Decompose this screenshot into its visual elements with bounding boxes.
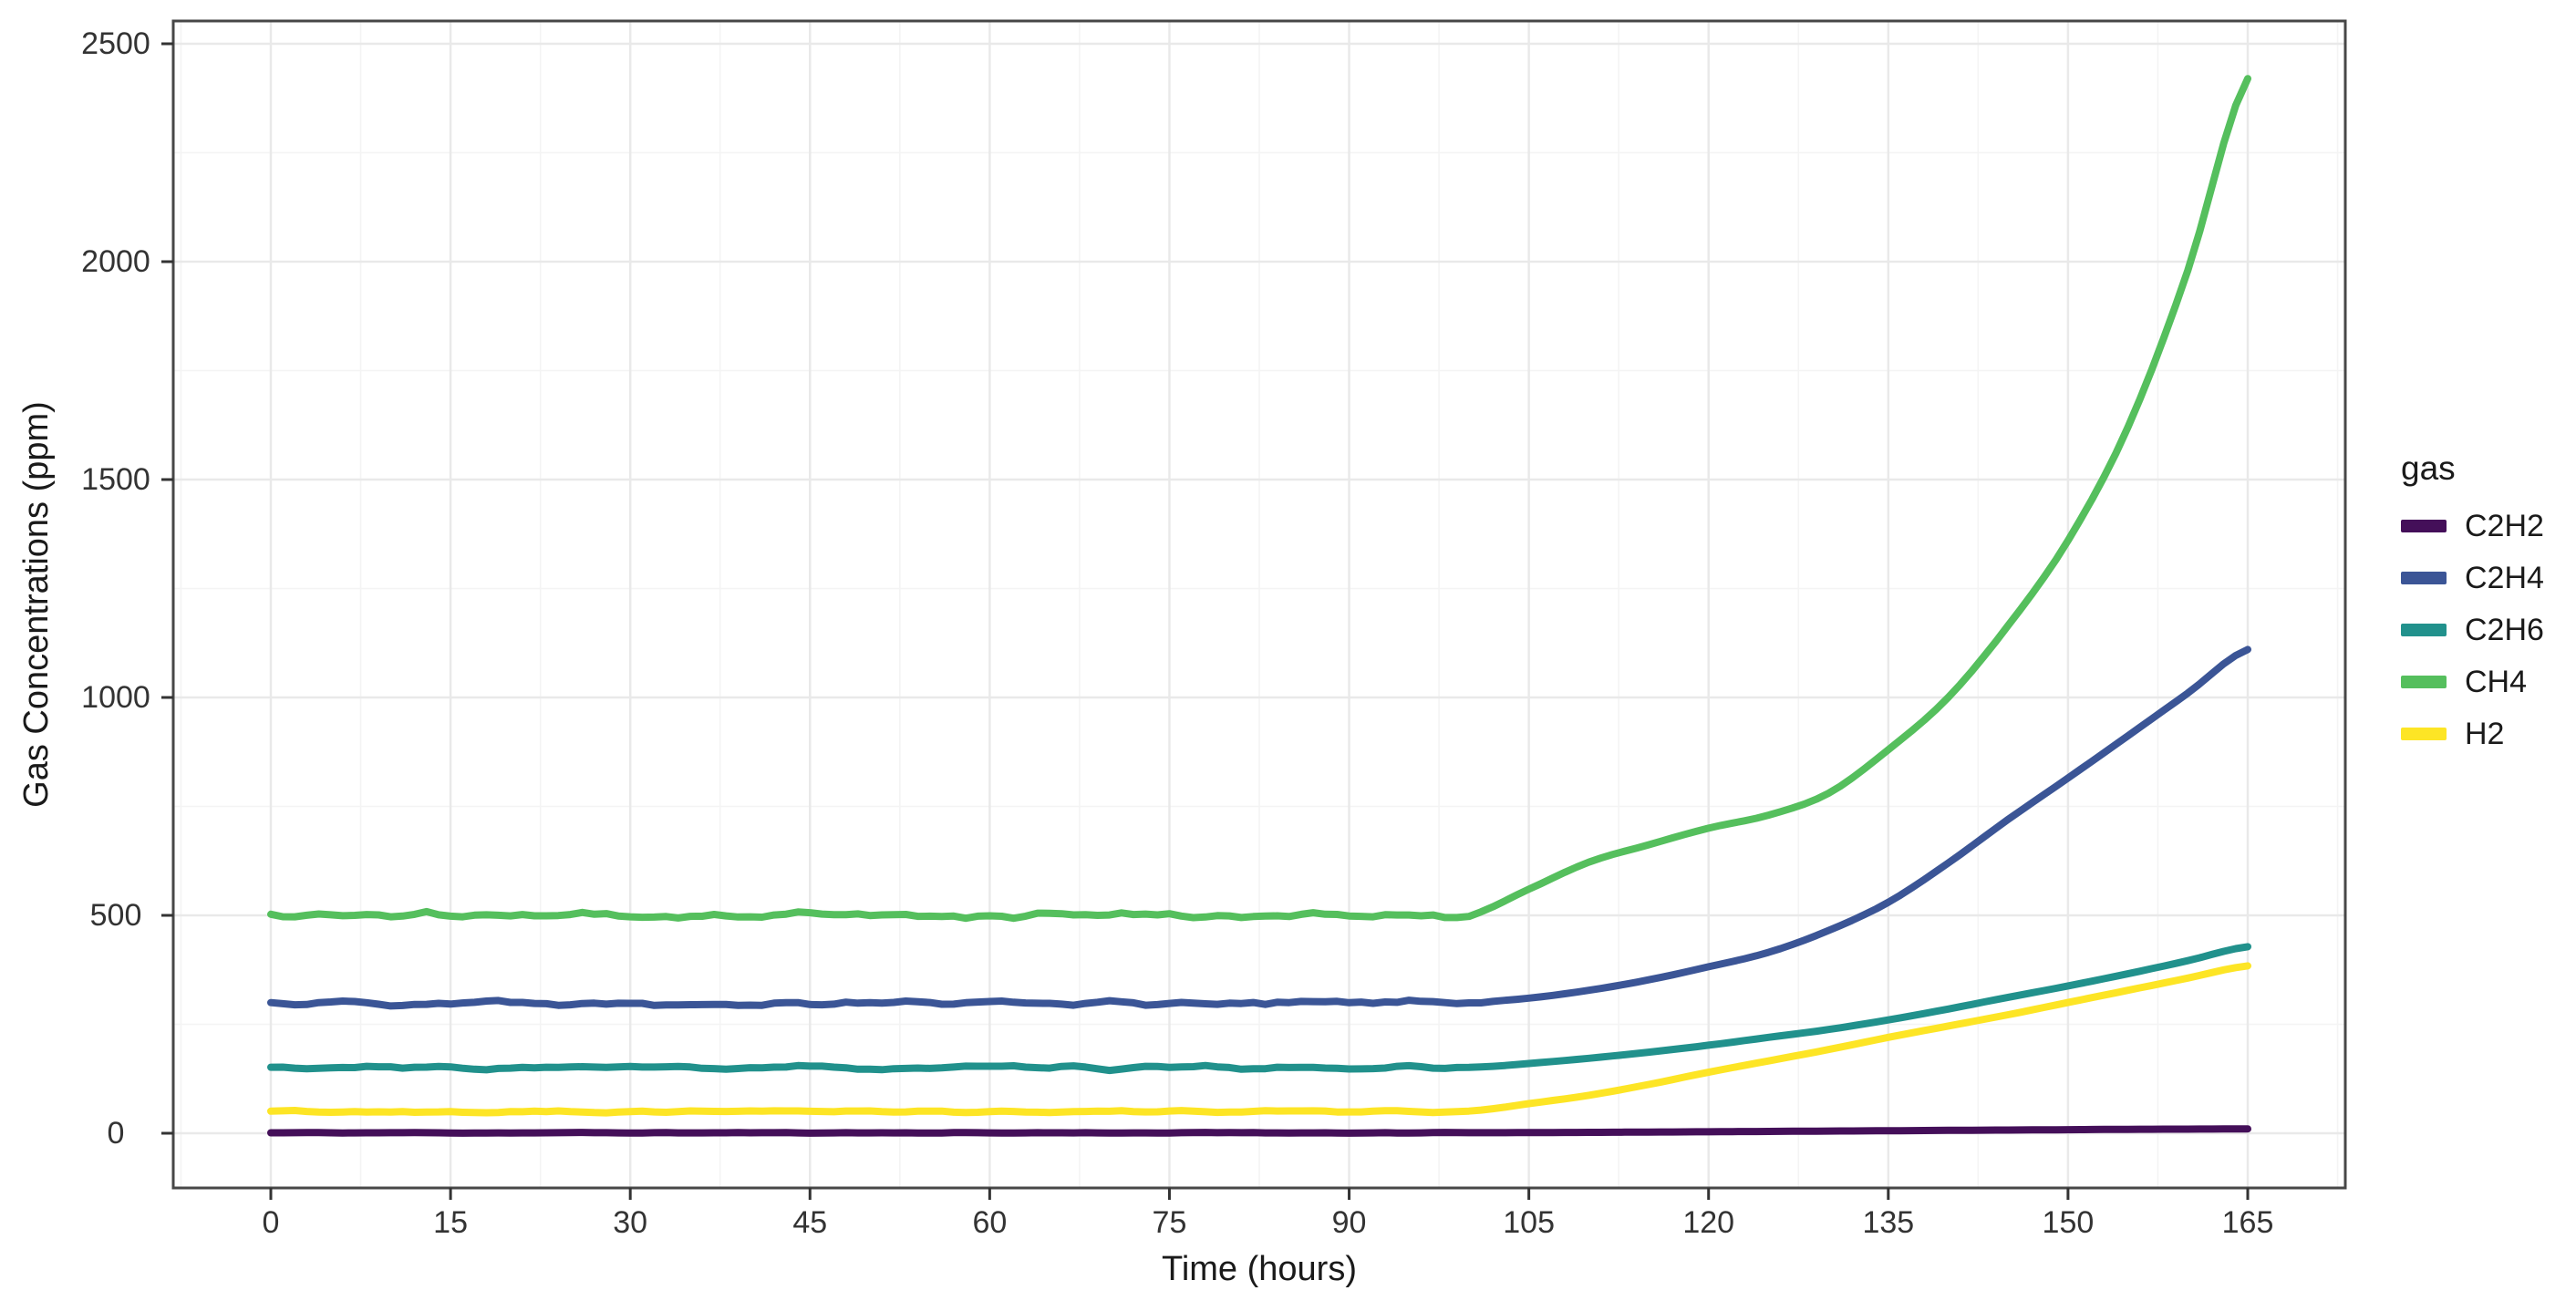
y-tick-label: 0 — [108, 1116, 125, 1151]
x-tick-label: 105 — [1503, 1205, 1555, 1240]
series-lines — [267, 75, 2251, 1137]
series-line-c2h2 — [267, 1125, 2251, 1137]
series-line-c2h6 — [267, 943, 2251, 1075]
legend-entry-ch4: CH4 — [2401, 665, 2527, 699]
y-tick-label: 1500 — [81, 462, 150, 497]
y-tick-label: 2500 — [81, 26, 150, 61]
legend-swatch-c2h4 — [2401, 572, 2447, 584]
legend-swatch-ch4 — [2401, 676, 2447, 688]
x-tick-label: 120 — [1682, 1205, 1734, 1240]
x-tick-label: 150 — [2043, 1205, 2095, 1240]
legend-label: C2H2 — [2465, 509, 2544, 543]
legend-label: C2H4 — [2465, 561, 2544, 595]
x-tick-label: 135 — [1862, 1205, 1914, 1240]
x-axis-tick-labels: 0 15 30 45 60 75 90 105 120 135 150 165 — [263, 1205, 2274, 1240]
y-axis-title: Gas Concentrations (ppm) — [17, 401, 56, 808]
legend-swatch-c2h6 — [2401, 624, 2447, 636]
legend-swatch-c2h2 — [2401, 520, 2447, 532]
legend-entry-h2: H2 — [2401, 717, 2504, 751]
x-tick-label: 165 — [2222, 1205, 2274, 1240]
x-tick-label: 30 — [613, 1205, 647, 1240]
legend-entry-c2h4: C2H4 — [2401, 561, 2544, 595]
x-tick-label: 90 — [1332, 1205, 1367, 1240]
x-tick-label: 45 — [792, 1205, 827, 1240]
legend-entries: C2H2 C2H4 C2H6 CH4 H2 — [2401, 509, 2544, 751]
series-line-h2 — [267, 962, 2251, 1117]
x-tick-label: 60 — [972, 1205, 1007, 1240]
legend-entry-c2h2: C2H2 — [2401, 509, 2544, 543]
axis-tick-marks — [161, 42, 2250, 1200]
legend-label: C2H6 — [2465, 613, 2544, 647]
y-axis-tick-labels: 0 500 1000 1500 2000 2500 — [81, 26, 150, 1151]
x-tick-label: 15 — [433, 1205, 468, 1240]
legend-entry-c2h6: C2H6 — [2401, 613, 2544, 647]
x-axis-title: Time (hours) — [1162, 1250, 1357, 1288]
legend-label: CH4 — [2465, 665, 2527, 699]
y-tick-label: 2000 — [81, 244, 150, 279]
x-tick-label: 0 — [263, 1205, 280, 1240]
legend-swatch-h2 — [2401, 728, 2447, 740]
series-line-ch4 — [267, 75, 2251, 923]
y-tick-label: 1000 — [81, 680, 150, 715]
legend-label: H2 — [2465, 717, 2504, 751]
grid-minor-lines — [173, 21, 2345, 1188]
legend-title: gas — [2401, 449, 2456, 487]
series-line-c2h4 — [267, 645, 2251, 1010]
panel-border — [171, 19, 2347, 1190]
x-tick-label: 75 — [1153, 1205, 1187, 1240]
legend: gas C2H2 C2H4 C2H6 CH4 H2 — [2401, 449, 2544, 751]
y-tick-label: 500 — [90, 898, 142, 933]
